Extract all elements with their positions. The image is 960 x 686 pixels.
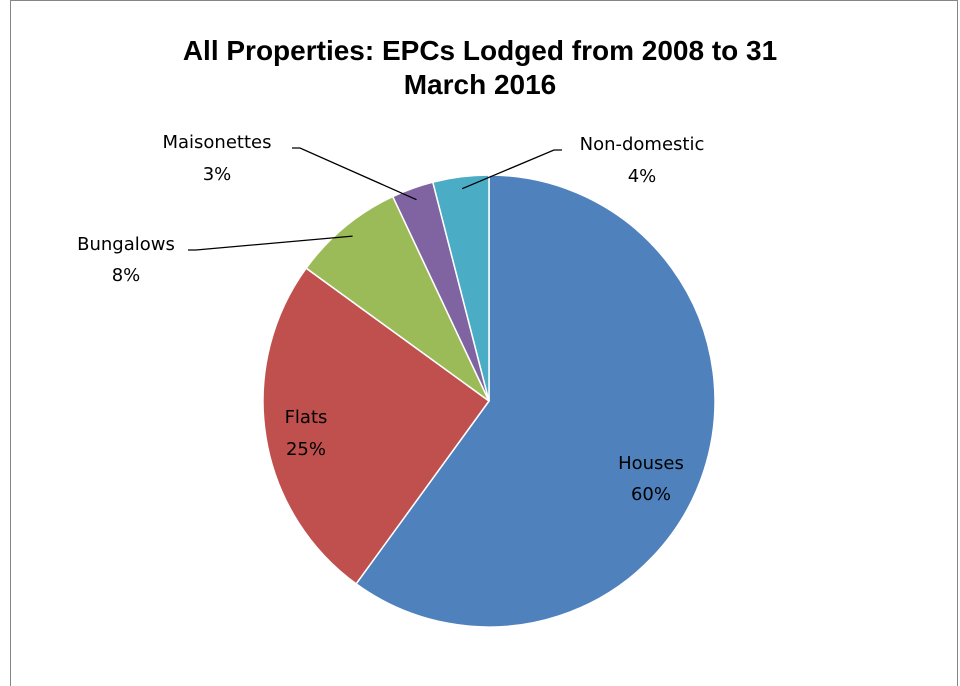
pie-slice-bungalows — [305, 195, 490, 402]
label-non-domestic-name: Non-domestic — [580, 134, 705, 155]
label-maisonettes-pct: 3% — [203, 164, 232, 185]
chart-title-line-2: March 2016 — [403, 69, 557, 100]
pie-slice-houses — [355, 174, 716, 628]
pie-slice-flats — [262, 267, 491, 585]
label-flats-name: Flats — [285, 407, 328, 428]
leader-line-maisonettes — [292, 147, 417, 201]
label-non-domestic-pct: 4% — [628, 166, 657, 187]
leader-line-bungalows — [188, 235, 353, 251]
label-flats-pct: 25% — [286, 439, 326, 460]
label-houses-pct: 60% — [631, 484, 671, 505]
leader-lines — [188, 147, 562, 251]
pie-slice-non-domestic — [431, 174, 490, 402]
label-houses-name: Houses — [618, 453, 684, 474]
leader-line-non-domestic — [461, 149, 562, 190]
pie-slices — [262, 174, 716, 628]
label-bungalows-name: Bungalows — [77, 234, 175, 255]
chart-title-line-1: All Properties: EPCs Lodged from 2008 to… — [182, 35, 778, 66]
label-maisonettes-name: Maisonettes — [162, 132, 271, 153]
chart-title: All Properties: EPCs Lodged from 2008 to… — [0, 34, 960, 102]
label-bungalows-pct: 8% — [112, 265, 141, 286]
